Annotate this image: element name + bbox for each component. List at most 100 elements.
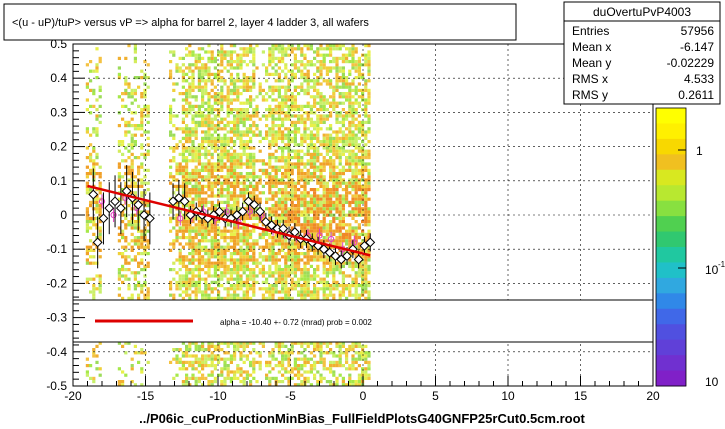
heatmap-cell [194,287,198,291]
heatmap-cell [338,120,342,124]
heatmap-cell [249,383,253,387]
heatmap-cell [127,130,131,134]
heatmap-cell [130,95,134,99]
heatmap-cell [335,188,339,192]
heatmap-cell [185,146,189,150]
heatmap-cell [287,197,291,201]
heatmap-cell [89,277,93,281]
heatmap-cell [274,133,278,137]
heatmap-cell [329,220,333,224]
heatmap-cell [223,50,227,54]
heatmap-cell [236,98,240,102]
heatmap-cell [98,181,102,185]
heatmap-cell [124,124,128,128]
heatmap-cell [124,56,128,60]
heatmap-cell [124,248,128,252]
heatmap-cell [220,47,224,51]
heatmap-cell [364,213,368,217]
heatmap-cell [252,79,256,83]
heatmap-cell [242,133,246,137]
heatmap-cell [121,117,125,121]
heatmap-cell [345,162,349,166]
heatmap-cell [255,95,259,99]
heatmap-cell [185,351,189,355]
heatmap-cell [204,178,208,182]
heatmap-cell [217,92,221,96]
heatmap-cell [207,117,211,121]
heatmap-cell [140,120,144,124]
heatmap-cell [217,152,221,156]
heatmap-cell [178,367,182,371]
heatmap-cell [322,140,326,144]
heatmap-cell [239,264,243,268]
heatmap-cell [277,364,281,368]
heatmap-cell [140,152,144,156]
heatmap-cell [335,63,339,67]
heatmap-cell [332,140,336,144]
heatmap-cell [140,76,144,80]
heatmap-cell [229,53,233,57]
heatmap-cell [201,124,205,128]
heatmap-cell [281,360,285,364]
heatmap-cell [300,204,304,208]
heatmap-cell [242,88,246,92]
heatmap-cell [213,101,217,105]
heatmap-cell [361,248,365,252]
heatmap-cell [322,108,326,112]
heatmap-cell [287,216,291,220]
heatmap-cell [117,268,121,272]
heatmap-cell [293,197,297,201]
heatmap-cell [191,229,195,233]
heatmap-cell [364,360,368,364]
heatmap-cell [95,210,99,214]
heatmap-cell [341,120,345,124]
heatmap-cell [204,108,208,112]
heatmap-cell [210,226,214,230]
heatmap-cell [169,69,173,73]
heatmap-cell [181,172,185,176]
heatmap-cell [197,114,201,118]
heatmap-cell [197,76,201,80]
heatmap-cell [213,207,217,211]
heatmap-cell [297,69,301,73]
heatmap-cell [169,248,173,252]
heatmap-cell [284,376,288,380]
heatmap-cell [226,376,230,380]
heatmap-cell [345,383,349,387]
heatmap-cell [319,143,323,147]
heatmap-cell [351,104,355,108]
heatmap-cell [236,239,240,243]
heatmap-cell [268,188,272,192]
heatmap-cell [220,143,224,147]
heatmap-cell [364,296,368,300]
heatmap-cell [354,191,358,195]
heatmap-cell [201,348,205,352]
heatmap-cell [220,175,224,179]
heatmap-cell [233,344,237,348]
heatmap-cell [361,178,365,182]
heatmap-cell [197,79,201,83]
heatmap-cell [300,120,304,124]
heatmap-cell [265,226,269,230]
heatmap-cell [293,133,297,137]
heatmap-cell [133,50,137,54]
heatmap-cell [274,156,278,160]
heatmap-cell [316,216,320,220]
heatmap-cell [207,357,211,361]
heatmap-cell [316,188,320,192]
heatmap-cell [217,133,221,137]
heatmap-cell [220,184,224,188]
heatmap-cell [252,69,256,73]
heatmap-cell [223,296,227,300]
heatmap-cell [348,348,352,352]
heatmap-cell [325,293,329,297]
heatmap-cell [345,357,349,361]
heatmap-cell [316,47,320,51]
heatmap-cell [357,284,361,288]
heatmap-cell [268,364,272,368]
heatmap-cell [332,88,336,92]
heatmap-cell [357,184,361,188]
heatmap-cell [204,200,208,204]
heatmap-cell [268,191,272,195]
heatmap-cell [213,165,217,169]
